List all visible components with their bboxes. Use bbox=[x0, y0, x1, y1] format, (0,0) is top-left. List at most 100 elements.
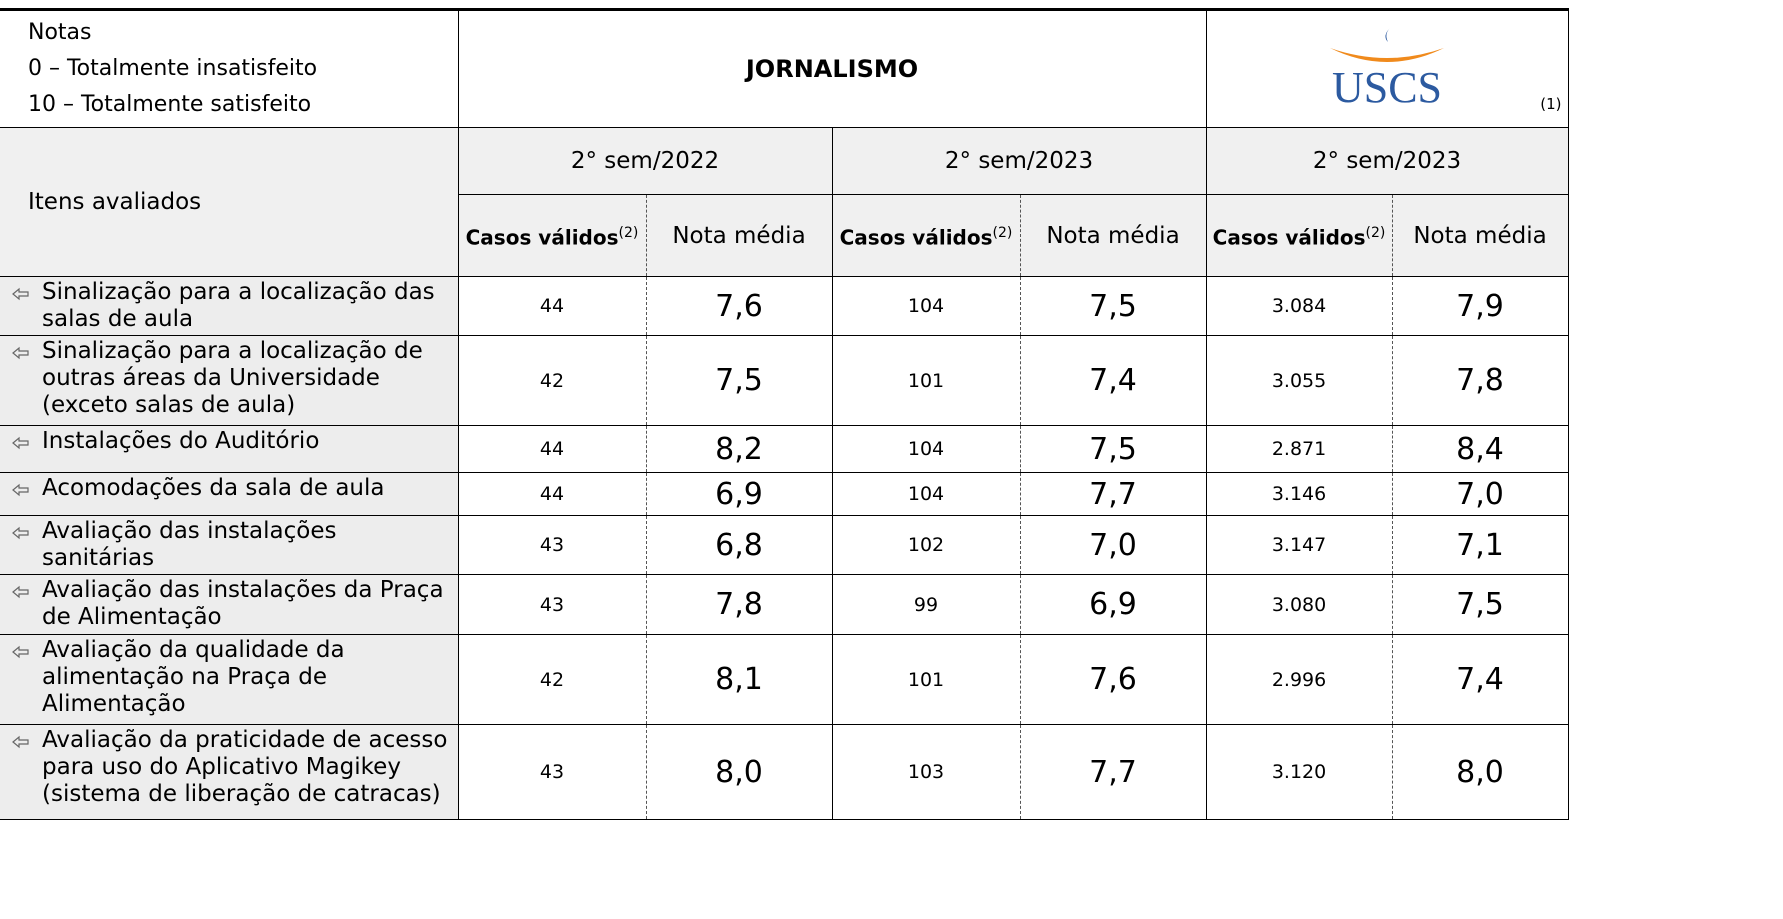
logo-flame bbox=[1385, 28, 1391, 42]
cases-value: 42 bbox=[457, 634, 647, 725]
mean-value: 7,8 bbox=[645, 574, 833, 635]
header-row: Notas 0 – Totalmente insatisfeito 10 – T… bbox=[0, 9, 1569, 128]
mean-value: 6,9 bbox=[1019, 574, 1207, 635]
cases-value: 3.084 bbox=[1205, 276, 1393, 336]
item-icon bbox=[12, 287, 29, 301]
item-text: Avaliação das instalações sanitárias bbox=[42, 518, 337, 571]
cases-value: 3.146 bbox=[1205, 472, 1393, 516]
results-table: Notas 0 – Totalmente insatisfeito 10 – T… bbox=[0, 8, 1569, 820]
cases-value: 3.120 bbox=[1205, 724, 1393, 820]
mean-value: 8,4 bbox=[1391, 425, 1569, 473]
cases-label: Casos válidos bbox=[839, 225, 993, 250]
item-label: Instalações do Auditório bbox=[0, 425, 459, 473]
data-row: Avaliação das instalações da Praça de Al… bbox=[0, 574, 1569, 635]
logo-note: (1) bbox=[1540, 95, 1562, 113]
title: JORNALISMO bbox=[457, 9, 1207, 128]
data-row: Avaliação da praticidade de acesso para … bbox=[0, 724, 1569, 820]
item-icon bbox=[12, 585, 29, 599]
item-icon bbox=[12, 483, 29, 497]
cases-value: 43 bbox=[457, 724, 647, 820]
period: 2° sem/2023 bbox=[831, 127, 1207, 195]
cases-value: 104 bbox=[831, 472, 1021, 516]
mean-value: 8,2 bbox=[645, 425, 833, 473]
mean-value: 7,0 bbox=[1391, 472, 1569, 516]
item-label: Avaliação da qualidade da alimentação na… bbox=[0, 634, 459, 725]
cases-header: Casos válidos(2) bbox=[1205, 194, 1393, 277]
cases-value: 43 bbox=[457, 574, 647, 635]
cases-value: 103 bbox=[831, 724, 1021, 820]
item-icon bbox=[12, 526, 29, 540]
mean-value: 7,7 bbox=[1019, 472, 1207, 516]
mean-value: 7,4 bbox=[1019, 335, 1207, 426]
item-icon bbox=[12, 735, 29, 749]
cases-value: 104 bbox=[831, 425, 1021, 473]
period-row: Itens avaliados 2° sem/2022 2° sem/2023 … bbox=[0, 127, 1569, 277]
cases-value: 2.996 bbox=[1205, 634, 1393, 725]
cases-value: 43 bbox=[457, 515, 647, 575]
row-header: Itens avaliados bbox=[0, 127, 459, 277]
mean-value: 7,5 bbox=[645, 335, 833, 426]
cases-value: 99 bbox=[831, 574, 1021, 635]
table-body: Notas 0 – Totalmente insatisfeito 10 – T… bbox=[0, 9, 1569, 820]
cases-header: Casos válidos(2) bbox=[831, 194, 1021, 277]
mean-value: 6,8 bbox=[645, 515, 833, 575]
note-line: 10 – Totalmente satisfeito bbox=[28, 92, 312, 117]
cases-value: 102 bbox=[831, 515, 1021, 575]
cases-value: 2.871 bbox=[1205, 425, 1393, 473]
cases-header: Casos válidos(2) bbox=[457, 194, 647, 277]
item-label: Avaliação das instalações sanitárias bbox=[0, 515, 459, 575]
cases-value: 44 bbox=[457, 425, 647, 473]
item-text: Avaliação das instalações da Praça de Al… bbox=[42, 577, 444, 630]
mean-value: 7,9 bbox=[1391, 276, 1569, 336]
item-text: Avaliação da praticidade de acesso para … bbox=[42, 727, 448, 807]
logo-cell: USCS (1) bbox=[1205, 9, 1569, 128]
item-label: Sinalização para a localização de outras… bbox=[0, 335, 459, 426]
cases-note: (2) bbox=[992, 224, 1013, 241]
logo-text: USCS bbox=[1332, 63, 1442, 112]
cases-note: (2) bbox=[618, 224, 639, 241]
mean-value: 8,1 bbox=[645, 634, 833, 725]
notes: Notas 0 – Totalmente insatisfeito 10 – T… bbox=[0, 9, 459, 128]
item-text: Sinalização para a localização das salas… bbox=[42, 279, 435, 332]
mean-value: 8,0 bbox=[1391, 724, 1569, 820]
cases-note: (2) bbox=[1365, 224, 1386, 241]
data-row: Avaliação da qualidade da alimentação na… bbox=[0, 634, 1569, 725]
mean-value: 7,5 bbox=[1019, 425, 1207, 473]
data-row: Sinalização para a localização de outras… bbox=[0, 335, 1569, 426]
cases-label: Casos válidos bbox=[1212, 225, 1366, 250]
item-label: Sinalização para a localização das salas… bbox=[0, 276, 459, 336]
period: 2° sem/2022 bbox=[457, 127, 833, 195]
cases-value: 3.080 bbox=[1205, 574, 1393, 635]
mean-value: 7,5 bbox=[1019, 276, 1207, 336]
mean-header: Nota média bbox=[1391, 194, 1569, 277]
item-text: Avaliação da qualidade da alimentação na… bbox=[42, 637, 345, 717]
mean-value: 7,5 bbox=[1391, 574, 1569, 635]
mean-value: 7,4 bbox=[1391, 634, 1569, 725]
cases-label: Casos válidos bbox=[465, 225, 619, 250]
item-label: Avaliação das instalações da Praça de Al… bbox=[0, 574, 459, 635]
data-row: Instalações do Auditório 44 8,2 104 7,5 2.871… bbox=[0, 425, 1569, 473]
cases-value: 42 bbox=[457, 335, 647, 426]
cases-value: 44 bbox=[457, 276, 647, 336]
note-line: 0 – Totalmente insatisfeito bbox=[28, 56, 318, 81]
cases-value: 101 bbox=[831, 335, 1021, 426]
data-row: Avaliação das instalações sanitárias 43 6,… bbox=[0, 515, 1569, 575]
mean-header: Nota média bbox=[1019, 194, 1207, 277]
item-icon bbox=[12, 346, 29, 360]
mean-value: 7,7 bbox=[1019, 724, 1207, 820]
data-row: Acomodações da sala de aula 44 6,9 104 7,7 3.… bbox=[0, 472, 1569, 516]
item-label: Acomodações da sala de aula bbox=[0, 472, 459, 516]
item-icon bbox=[12, 645, 29, 659]
mean-value: 7,1 bbox=[1391, 515, 1569, 575]
mean-value: 6,9 bbox=[645, 472, 833, 516]
mean-value: 8,0 bbox=[645, 724, 833, 820]
mean-value: 7,6 bbox=[645, 276, 833, 336]
note-line: Notas bbox=[28, 20, 92, 45]
item-text: Acomodações da sala de aula bbox=[42, 475, 385, 501]
cases-value: 101 bbox=[831, 634, 1021, 725]
period: 2° sem/2023 bbox=[1205, 127, 1569, 195]
mean-value: 7,6 bbox=[1019, 634, 1207, 725]
item-text: Instalações do Auditório bbox=[42, 428, 320, 454]
subheader-row: Casos válidos(2) Nota média Casos válidos(… bbox=[0, 194, 1569, 277]
mean-value: 7,8 bbox=[1391, 335, 1569, 426]
